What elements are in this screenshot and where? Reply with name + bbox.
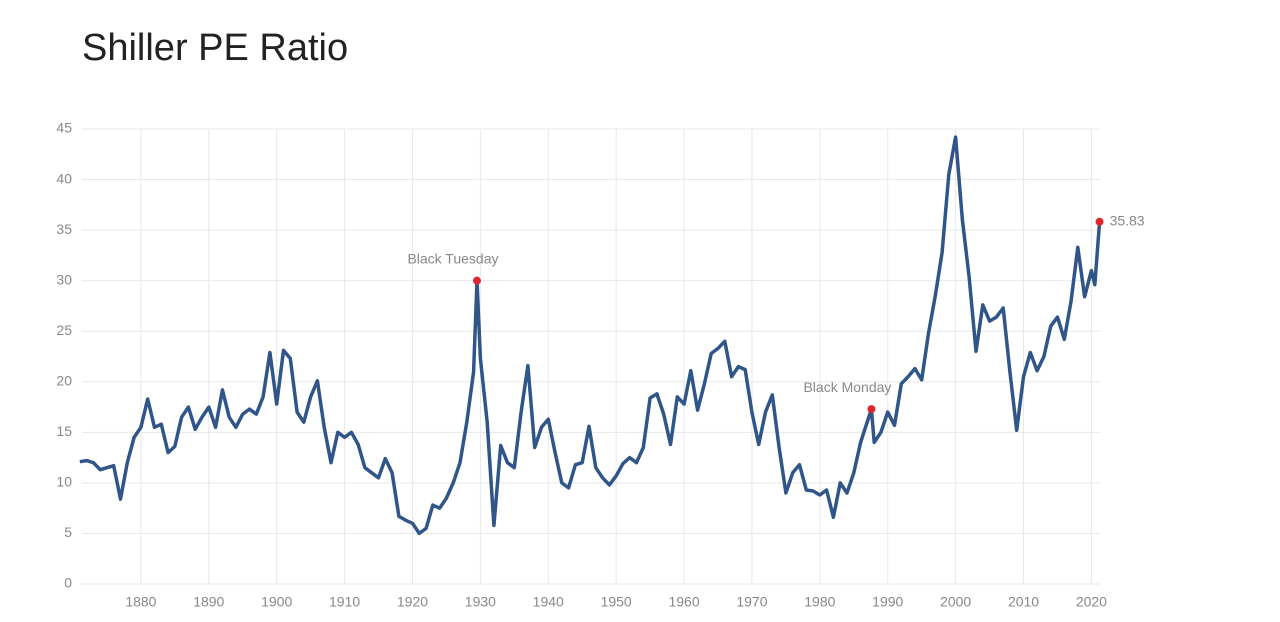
annotation-point — [1095, 217, 1104, 226]
x-tick-label: 1980 — [804, 594, 835, 610]
x-tick-label: 1990 — [872, 594, 903, 610]
y-tick-label: 35 — [56, 221, 72, 237]
annotation-point — [867, 405, 876, 414]
y-tick-label: 25 — [56, 322, 72, 338]
y-tick-label: 5 — [64, 524, 72, 540]
annotation-label: Black Tuesday — [407, 250, 498, 266]
y-tick-label: 15 — [56, 423, 72, 439]
y-tick-label: 20 — [56, 372, 72, 388]
x-tick-label: 1940 — [533, 594, 564, 610]
x-tick-label: 2020 — [1076, 594, 1107, 610]
y-tick-label: 0 — [64, 575, 72, 591]
y-tick-label: 30 — [56, 271, 72, 287]
annotation-label: Black Monday — [803, 379, 891, 395]
x-tick-label: 1890 — [193, 594, 224, 610]
chart-title: Shiller PE Ratio — [82, 27, 348, 69]
annotation-point — [472, 276, 481, 285]
x-tick-label: 1880 — [125, 594, 156, 610]
annotation-label: 35.83 — [1110, 212, 1145, 228]
y-tick-label: 45 — [56, 120, 72, 136]
y-tick-label: 10 — [56, 474, 72, 490]
x-tick-label: 1920 — [397, 594, 428, 610]
x-tick-label: 1970 — [736, 594, 767, 610]
x-tick-label: 1960 — [668, 594, 699, 610]
x-tick-label: 2010 — [1008, 594, 1039, 610]
x-tick-label: 1930 — [465, 594, 496, 610]
x-tick-label: 2000 — [940, 594, 971, 610]
x-tick-label: 1950 — [601, 594, 632, 610]
y-tick-label: 40 — [56, 170, 72, 186]
x-tick-label: 1900 — [261, 594, 292, 610]
line — [79, 135, 1102, 536]
x-tick-label: 1910 — [329, 594, 360, 610]
